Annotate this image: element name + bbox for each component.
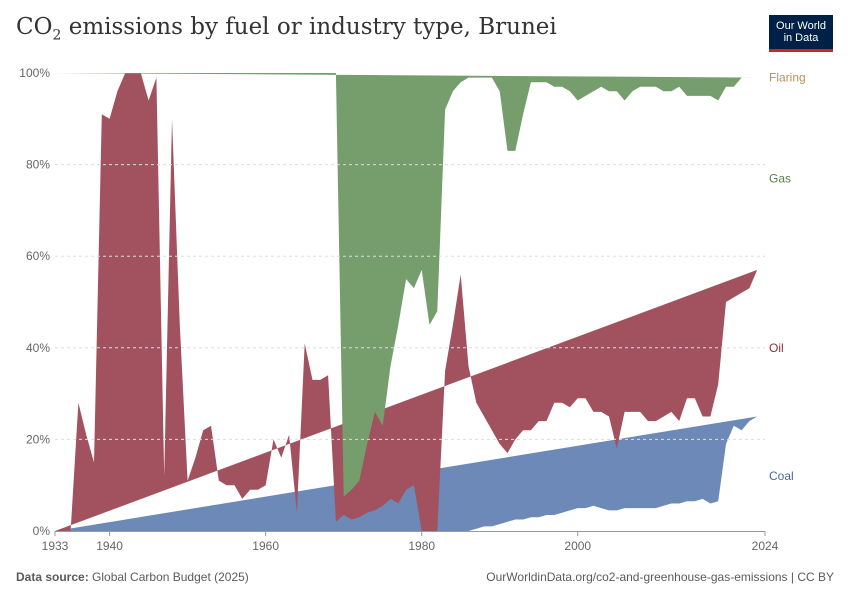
x-tick-label: 1960	[252, 539, 279, 553]
y-tick-label: 100%	[19, 66, 50, 80]
x-tick-label: 1940	[96, 539, 123, 553]
x-tick-label: 1933	[42, 539, 69, 553]
y-tick-label: 80%	[26, 158, 50, 172]
legend-label-flaring: Flaring	[769, 71, 806, 85]
legend-label-gas: Gas	[769, 171, 791, 185]
legend-label-oil: Oil	[769, 341, 784, 355]
page-title: CO2 emissions by fuel or industry type, …	[16, 14, 557, 44]
owid-logo[interactable]: Our World in Data	[769, 15, 833, 52]
y-tick-label: 0%	[33, 524, 51, 538]
y-tick-label: 20%	[26, 432, 50, 446]
y-tick-label: 40%	[26, 341, 50, 355]
x-tick-label: 2000	[564, 539, 591, 553]
series-area-gas	[55, 73, 758, 497]
logo-line-1: Our World	[776, 20, 826, 32]
series-area-oil	[55, 73, 758, 531]
logo-line-2: in Data	[783, 32, 819, 44]
x-tick-label: 1980	[408, 539, 435, 553]
source-url[interactable]: OurWorldinData.org/co2-and-greenhouse-ga…	[486, 570, 834, 584]
legend-label-coal: Coal	[769, 469, 794, 483]
x-tick-label: 2024	[752, 539, 779, 553]
data-source: Data source: Global Carbon Budget (2025)	[16, 570, 249, 584]
y-tick-label: 60%	[26, 249, 50, 263]
